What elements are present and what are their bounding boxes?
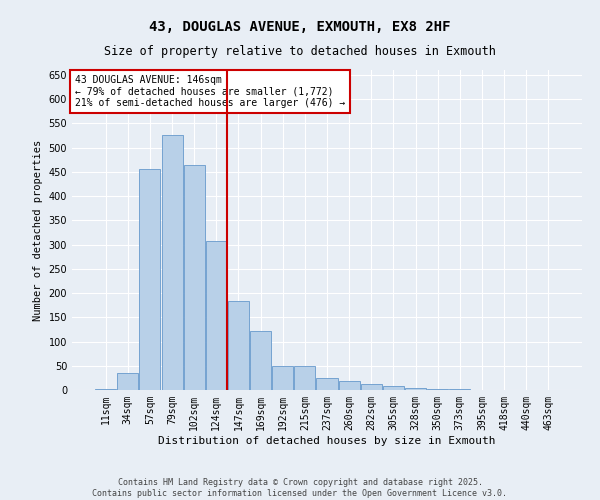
Bar: [295, 366, 316, 390]
Text: 43, DOUGLAS AVENUE, EXMOUTH, EX8 2HF: 43, DOUGLAS AVENUE, EXMOUTH, EX8 2HF: [149, 20, 451, 34]
Text: Contains HM Land Registry data © Crown copyright and database right 2025.
Contai: Contains HM Land Registry data © Crown c…: [92, 478, 508, 498]
Y-axis label: Number of detached properties: Number of detached properties: [33, 140, 43, 320]
Bar: [118, 373, 139, 390]
Bar: [206, 240, 227, 390]
Bar: [139, 170, 160, 390]
Bar: [316, 378, 338, 390]
Text: Size of property relative to detached houses in Exmouth: Size of property relative to detached ho…: [104, 45, 496, 58]
Bar: [272, 366, 293, 390]
Bar: [228, 302, 249, 390]
Bar: [95, 389, 116, 390]
Bar: [184, 164, 205, 390]
Bar: [427, 388, 448, 390]
Bar: [361, 384, 382, 390]
Bar: [338, 382, 359, 390]
Bar: [405, 388, 426, 390]
Bar: [161, 136, 182, 390]
X-axis label: Distribution of detached houses by size in Exmouth: Distribution of detached houses by size …: [158, 436, 496, 446]
Bar: [449, 389, 470, 390]
Bar: [383, 386, 404, 390]
Text: 43 DOUGLAS AVENUE: 146sqm
← 79% of detached houses are smaller (1,772)
21% of se: 43 DOUGLAS AVENUE: 146sqm ← 79% of detac…: [74, 75, 345, 108]
Bar: [250, 331, 271, 390]
